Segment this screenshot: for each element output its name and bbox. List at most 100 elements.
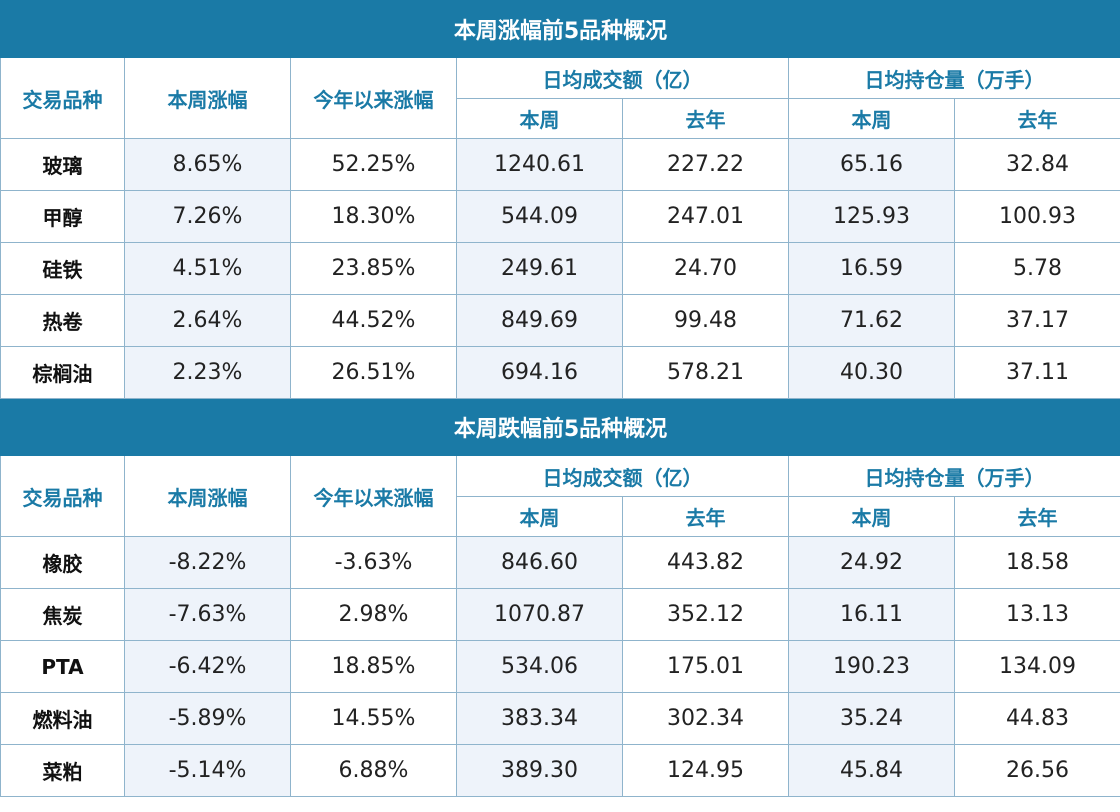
oi-this-week-cell: 190.23 bbox=[788, 640, 955, 693]
volume-this-week-cell: 389.30 bbox=[456, 744, 623, 797]
volume-last-year-cell: 578.21 bbox=[622, 346, 789, 399]
week-change-cell: -7.63% bbox=[124, 588, 291, 641]
ytd-change-cell: 52.25% bbox=[290, 138, 457, 191]
volume-this-week-cell: 544.09 bbox=[456, 190, 623, 243]
oi-this-week-cell: 40.30 bbox=[788, 346, 955, 399]
volume-this-week-cell: 846.60 bbox=[456, 536, 623, 589]
table-row: 橡胶 -8.22% -3.63% 846.60 443.82 24.92 18.… bbox=[0, 536, 1120, 589]
volume-last-year-cell: 99.48 bbox=[622, 294, 789, 347]
col-header-daily-oi: 日均持仓量（万手） bbox=[787, 57, 1120, 99]
col-header-variety: 交易品种 bbox=[0, 57, 125, 139]
variety-name: 热卷 bbox=[0, 294, 125, 347]
oi-this-week-cell: 71.62 bbox=[788, 294, 955, 347]
variety-name: 硅铁 bbox=[0, 242, 125, 295]
volume-last-year-cell: 302.34 bbox=[622, 692, 789, 745]
subheader-volume-this-week: 本周 bbox=[456, 496, 623, 537]
volume-this-week-cell: 1070.87 bbox=[456, 588, 623, 641]
ytd-change-cell: 18.30% bbox=[290, 190, 457, 243]
volume-this-week-cell: 383.34 bbox=[456, 692, 623, 745]
ytd-change-cell: 6.88% bbox=[290, 744, 457, 797]
volume-this-week-cell: 694.16 bbox=[456, 346, 623, 399]
volume-this-week-cell: 1240.61 bbox=[456, 138, 623, 191]
ytd-change-cell: -3.63% bbox=[290, 536, 457, 589]
variety-name: 棕榈油 bbox=[0, 346, 125, 399]
col-header-daily-volume: 日均成交额（亿） bbox=[456, 57, 789, 99]
volume-this-week-cell: 249.61 bbox=[456, 242, 623, 295]
subheader-oi-last-year: 去年 bbox=[953, 496, 1120, 537]
week-change-cell: -8.22% bbox=[124, 536, 291, 589]
col-header-variety: 交易品种 bbox=[0, 455, 125, 537]
col-header-daily-volume: 日均成交额（亿） bbox=[456, 455, 789, 497]
week-change-cell: 8.65% bbox=[124, 138, 291, 191]
ytd-change-cell: 26.51% bbox=[290, 346, 457, 399]
subheader-oi-this-week: 本周 bbox=[788, 98, 955, 139]
table-row: 菜粕 -5.14% 6.88% 389.30 124.95 45.84 26.5… bbox=[0, 744, 1120, 797]
volume-last-year-cell: 24.70 bbox=[622, 242, 789, 295]
variety-name: 菜粕 bbox=[0, 744, 125, 797]
subheader-row: 本周 去年 本周 去年 bbox=[1, 496, 1120, 537]
col-header-week-change: 本周涨幅 bbox=[124, 57, 291, 139]
col-header-ytd-change: 今年以来涨幅 bbox=[290, 57, 457, 139]
week-change-cell: -5.89% bbox=[124, 692, 291, 745]
header-row: 交易品种 本周涨幅 今年以来涨幅 日均成交额（亿） 日均持仓量（万手） bbox=[0, 57, 1120, 139]
table-row: 燃料油 -5.89% 14.55% 383.34 302.34 35.24 44… bbox=[0, 692, 1120, 745]
week-change-cell: 7.26% bbox=[124, 190, 291, 243]
variety-name: 玻璃 bbox=[0, 138, 125, 191]
subheader-oi-this-week: 本周 bbox=[788, 496, 955, 537]
week-change-cell: 4.51% bbox=[124, 242, 291, 295]
section-title-row: 本周涨幅前5品种概况 bbox=[0, 0, 1120, 58]
table-row: PTA -6.42% 18.85% 534.06 175.01 190.23 1… bbox=[0, 640, 1120, 693]
ytd-change-cell: 23.85% bbox=[290, 242, 457, 295]
section-title-gainers: 本周涨幅前5品种概况 bbox=[0, 0, 1120, 58]
ytd-change-cell: 44.52% bbox=[290, 294, 457, 347]
section-title-row: 本周跌幅前5品种概况 bbox=[0, 398, 1120, 456]
col-header-week-change: 本周涨幅 bbox=[124, 455, 291, 537]
ytd-change-cell: 2.98% bbox=[290, 588, 457, 641]
variety-name: 橡胶 bbox=[0, 536, 125, 589]
oi-last-year-cell: 44.83 bbox=[953, 692, 1120, 745]
volume-last-year-cell: 175.01 bbox=[622, 640, 789, 693]
volume-last-year-cell: 443.82 bbox=[622, 536, 789, 589]
variety-name: 甲醇 bbox=[0, 190, 125, 243]
oi-last-year-cell: 37.11 bbox=[953, 346, 1120, 399]
section-title-losers: 本周跌幅前5品种概况 bbox=[0, 398, 1120, 456]
subheader-row: 本周 去年 本周 去年 bbox=[1, 98, 1120, 139]
oi-last-year-cell: 18.58 bbox=[953, 536, 1120, 589]
oi-this-week-cell: 16.11 bbox=[788, 588, 955, 641]
table-row: 硅铁 4.51% 23.85% 249.61 24.70 16.59 5.78 bbox=[0, 242, 1120, 295]
week-change-cell: 2.64% bbox=[124, 294, 291, 347]
week-change-cell: -6.42% bbox=[124, 640, 291, 693]
table-row: 热卷 2.64% 44.52% 849.69 99.48 71.62 37.17 bbox=[0, 294, 1120, 347]
volume-this-week-cell: 534.06 bbox=[456, 640, 623, 693]
ytd-change-cell: 18.85% bbox=[290, 640, 457, 693]
header-row: 交易品种 本周涨幅 今年以来涨幅 日均成交额（亿） 日均持仓量（万手） bbox=[0, 455, 1120, 537]
oi-this-week-cell: 125.93 bbox=[788, 190, 955, 243]
oi-this-week-cell: 65.16 bbox=[788, 138, 955, 191]
volume-last-year-cell: 124.95 bbox=[622, 744, 789, 797]
oi-last-year-cell: 5.78 bbox=[953, 242, 1120, 295]
oi-last-year-cell: 134.09 bbox=[953, 640, 1120, 693]
volume-last-year-cell: 352.12 bbox=[622, 588, 789, 641]
oi-this-week-cell: 16.59 bbox=[788, 242, 955, 295]
subheader-oi-last-year: 去年 bbox=[953, 98, 1120, 139]
table-row: 甲醇 7.26% 18.30% 544.09 247.01 125.93 100… bbox=[0, 190, 1120, 243]
ytd-change-cell: 14.55% bbox=[290, 692, 457, 745]
subheader-volume-last-year: 去年 bbox=[622, 496, 789, 537]
col-header-daily-oi: 日均持仓量（万手） bbox=[787, 455, 1120, 497]
volume-last-year-cell: 227.22 bbox=[622, 138, 789, 191]
oi-last-year-cell: 37.17 bbox=[953, 294, 1120, 347]
variety-name: PTA bbox=[0, 640, 125, 693]
subheader-volume-this-week: 本周 bbox=[456, 98, 623, 139]
subheader-volume-last-year: 去年 bbox=[622, 98, 789, 139]
table-row: 焦炭 -7.63% 2.98% 1070.87 352.12 16.11 13.… bbox=[0, 588, 1120, 641]
oi-this-week-cell: 35.24 bbox=[788, 692, 955, 745]
table-row: 棕榈油 2.23% 26.51% 694.16 578.21 40.30 37.… bbox=[0, 346, 1120, 399]
oi-last-year-cell: 26.56 bbox=[953, 744, 1120, 797]
oi-last-year-cell: 13.13 bbox=[953, 588, 1120, 641]
volume-this-week-cell: 849.69 bbox=[456, 294, 623, 347]
oi-this-week-cell: 24.92 bbox=[788, 536, 955, 589]
variety-name: 燃料油 bbox=[0, 692, 125, 745]
week-change-cell: -5.14% bbox=[124, 744, 291, 797]
